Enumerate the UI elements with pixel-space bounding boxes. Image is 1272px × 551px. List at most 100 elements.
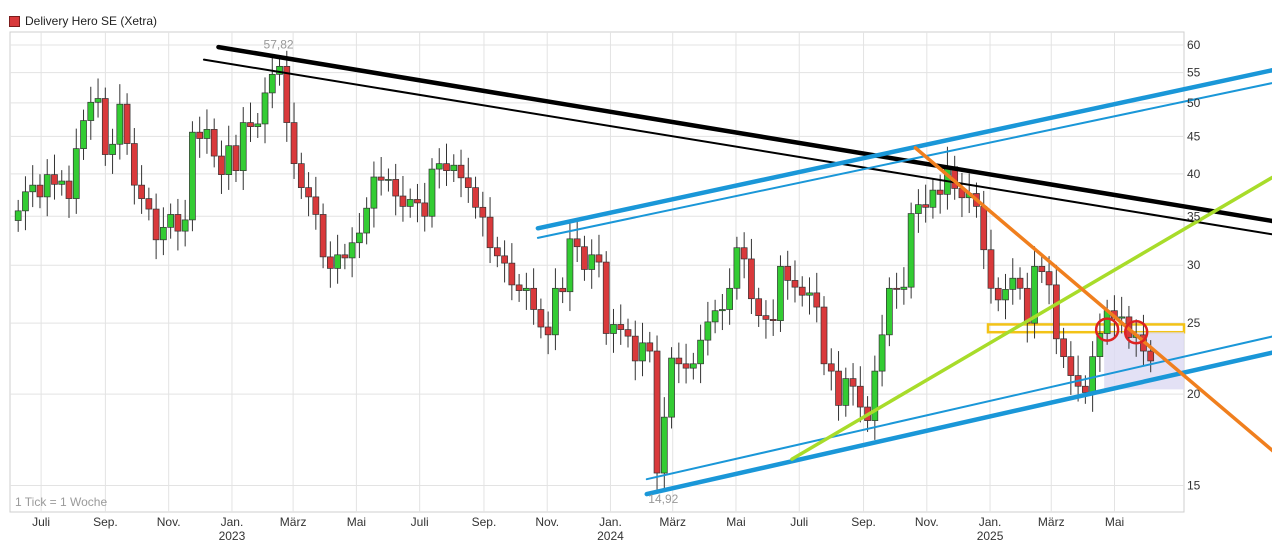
x-tick-label: Mai bbox=[726, 515, 745, 529]
candle-down bbox=[232, 145, 240, 172]
candle-down bbox=[537, 309, 545, 328]
y-tick-label: 55 bbox=[1187, 66, 1201, 80]
trendline bbox=[644, 350, 1272, 497]
candle-up bbox=[915, 204, 922, 214]
candle-down bbox=[341, 254, 349, 259]
candle-up bbox=[363, 207, 371, 234]
x-tick-label: Nov. bbox=[915, 515, 939, 529]
candle-up bbox=[435, 163, 443, 170]
candle-down bbox=[312, 196, 320, 215]
candle-up bbox=[929, 189, 937, 208]
candle-up bbox=[1002, 289, 1009, 301]
candle-down bbox=[740, 247, 748, 260]
x-tick-label: Juli bbox=[790, 515, 808, 529]
tick-footnote: 1 Tick = 1 Woche bbox=[15, 495, 108, 509]
x-tick-label: Nov. bbox=[535, 515, 559, 529]
candle-down bbox=[849, 378, 857, 387]
x-tick-label: Sep. bbox=[93, 515, 118, 529]
candle-down bbox=[327, 256, 334, 269]
candle-down bbox=[457, 164, 465, 179]
candle-up bbox=[254, 123, 262, 128]
candle-up bbox=[261, 92, 269, 125]
circle-mark bbox=[1094, 317, 1120, 342]
candle-down bbox=[1045, 271, 1053, 286]
candle-down bbox=[305, 187, 312, 198]
candle-up bbox=[58, 180, 66, 185]
candle-down bbox=[682, 363, 690, 369]
candle-down bbox=[123, 103, 131, 144]
y-tick-label: 25 bbox=[1187, 316, 1201, 330]
candle-down bbox=[36, 184, 44, 198]
y-tick-labels: 15 20 25 30 35 40 45 50 55 60 bbox=[1187, 38, 1201, 493]
y-tick-label: 40 bbox=[1187, 167, 1201, 181]
candle-up bbox=[660, 416, 668, 474]
candle-up bbox=[225, 145, 233, 175]
candle-down bbox=[936, 189, 944, 195]
candle-up bbox=[356, 232, 363, 244]
circle-marks bbox=[1094, 317, 1149, 345]
x-tick-label: März bbox=[280, 515, 307, 529]
candle-down bbox=[464, 177, 472, 188]
candle-up bbox=[14, 210, 22, 221]
candle-up bbox=[22, 191, 29, 212]
candle-up bbox=[806, 292, 813, 296]
chart-legend: Delivery Hero SE (Xetra) bbox=[9, 14, 157, 28]
x-tick-label: Jan. bbox=[221, 515, 244, 529]
candle-down bbox=[1052, 284, 1060, 340]
candle-down bbox=[515, 284, 523, 291]
candle-down bbox=[544, 326, 552, 336]
candle-up bbox=[406, 199, 414, 207]
candle-up bbox=[552, 287, 559, 336]
candle-down bbox=[51, 174, 58, 185]
candle-up bbox=[689, 363, 697, 369]
x-tick-year-label: 2025 bbox=[977, 529, 1004, 543]
x-tick-label: Sep. bbox=[851, 515, 876, 529]
candle-down bbox=[653, 350, 661, 474]
candle-down bbox=[1023, 287, 1031, 324]
candle-up bbox=[72, 148, 80, 199]
candle-up bbox=[334, 254, 341, 269]
y-tick-label: 15 bbox=[1187, 479, 1201, 493]
candle-down bbox=[922, 204, 930, 208]
x-tick-year-label: 2023 bbox=[219, 529, 246, 543]
candle-up bbox=[886, 287, 893, 336]
candle-down bbox=[218, 155, 225, 175]
x-tick-label: Mai bbox=[1105, 515, 1124, 529]
candle-down bbox=[297, 163, 305, 188]
candle-up bbox=[1096, 333, 1104, 358]
x-tick-year-label: 2024 bbox=[597, 529, 624, 543]
candle-up bbox=[668, 357, 675, 418]
candle-down bbox=[145, 198, 153, 210]
candle-up bbox=[1118, 316, 1126, 319]
candle-down bbox=[1067, 356, 1075, 376]
candle-up bbox=[109, 143, 116, 155]
trendline bbox=[202, 58, 1272, 236]
candle-down bbox=[174, 214, 182, 232]
candle-up bbox=[428, 168, 436, 217]
candle-down bbox=[247, 122, 254, 128]
candle-up bbox=[907, 213, 915, 288]
candle-up bbox=[726, 287, 733, 310]
candle-down bbox=[617, 324, 625, 330]
x-tick-label: Jan. bbox=[979, 515, 1002, 529]
candle-down bbox=[421, 202, 429, 217]
candle-up bbox=[160, 226, 167, 241]
candle-down bbox=[602, 261, 610, 334]
candle-down bbox=[443, 163, 450, 172]
candle-up bbox=[711, 310, 719, 323]
candle-up bbox=[239, 122, 247, 172]
legend-label: Delivery Hero SE (Xetra) bbox=[25, 14, 158, 28]
y-tick-label: 50 bbox=[1187, 96, 1201, 110]
candle-up bbox=[639, 342, 646, 362]
candle-down bbox=[414, 199, 421, 204]
trendline bbox=[535, 67, 1272, 231]
candle-down bbox=[595, 254, 603, 263]
trendline bbox=[645, 335, 1272, 481]
candle-down bbox=[987, 249, 995, 289]
candle-up bbox=[29, 184, 37, 193]
annotations: 57,82 14,92 bbox=[264, 38, 679, 506]
candle-up bbox=[1089, 356, 1096, 393]
x-tick-label: März bbox=[659, 515, 686, 529]
candle-down bbox=[798, 286, 806, 296]
